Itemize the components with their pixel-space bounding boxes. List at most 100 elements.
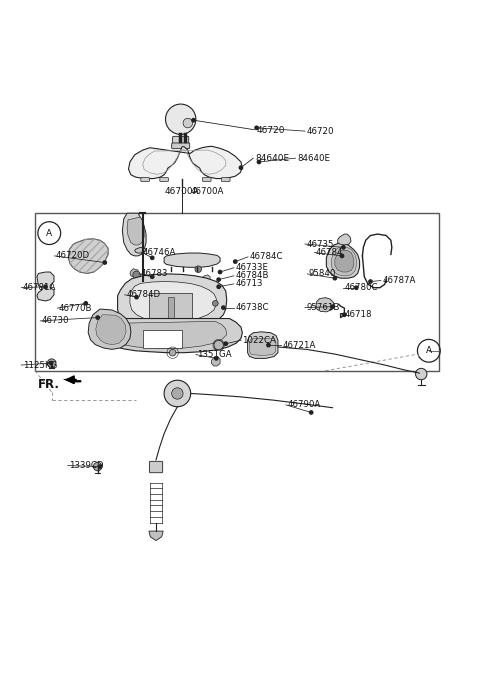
Text: 46738C: 46738C (235, 303, 269, 312)
Text: 46713: 46713 (235, 279, 263, 288)
Text: 46770B: 46770B (59, 304, 92, 313)
Text: 46790A: 46790A (288, 400, 321, 409)
Circle shape (133, 271, 140, 279)
Text: 46746A: 46746A (143, 248, 176, 256)
Text: 1022CA: 1022CA (242, 336, 276, 345)
Circle shape (218, 269, 222, 275)
Circle shape (150, 275, 155, 279)
Circle shape (254, 126, 259, 130)
Circle shape (416, 369, 427, 380)
Circle shape (233, 259, 238, 264)
FancyBboxPatch shape (35, 213, 439, 371)
Circle shape (191, 118, 196, 123)
Circle shape (216, 277, 221, 282)
Circle shape (172, 388, 183, 399)
Text: 46781A: 46781A (23, 284, 56, 292)
Circle shape (257, 159, 261, 164)
Text: A: A (46, 229, 52, 238)
Text: 46700A: 46700A (165, 187, 200, 196)
Circle shape (43, 284, 48, 289)
FancyBboxPatch shape (203, 178, 211, 182)
Polygon shape (130, 281, 216, 322)
Circle shape (309, 410, 313, 415)
Circle shape (195, 266, 202, 273)
Text: 46700A: 46700A (190, 187, 224, 196)
Circle shape (48, 359, 56, 367)
Circle shape (49, 360, 54, 365)
Polygon shape (248, 332, 278, 358)
Polygon shape (102, 319, 242, 352)
Circle shape (97, 464, 102, 469)
Text: 1125KG: 1125KG (23, 360, 57, 369)
Circle shape (239, 165, 243, 170)
Polygon shape (63, 378, 81, 384)
Circle shape (216, 342, 222, 348)
Polygon shape (202, 275, 210, 282)
FancyBboxPatch shape (149, 294, 192, 319)
FancyBboxPatch shape (221, 178, 230, 182)
Text: 46784: 46784 (316, 248, 343, 257)
Text: 46718: 46718 (344, 310, 372, 319)
Text: 95761B: 95761B (306, 303, 340, 312)
Text: 46721A: 46721A (283, 341, 316, 350)
Circle shape (216, 284, 221, 289)
Polygon shape (338, 234, 351, 245)
Circle shape (266, 343, 271, 348)
FancyBboxPatch shape (172, 143, 190, 148)
Text: 46783: 46783 (140, 269, 168, 278)
Circle shape (166, 104, 196, 134)
Polygon shape (122, 213, 146, 256)
FancyBboxPatch shape (141, 178, 149, 182)
Text: 46720: 46720 (306, 127, 334, 136)
Circle shape (183, 118, 192, 128)
Text: 46784B: 46784B (235, 271, 269, 280)
Circle shape (341, 245, 346, 250)
Text: 46720: 46720 (257, 126, 285, 135)
Circle shape (221, 305, 226, 310)
Text: 84640E: 84640E (297, 154, 330, 163)
Text: A: A (426, 346, 432, 355)
Polygon shape (326, 242, 360, 278)
Polygon shape (37, 272, 54, 301)
Circle shape (94, 462, 102, 471)
FancyBboxPatch shape (143, 330, 181, 348)
Circle shape (169, 350, 176, 356)
FancyBboxPatch shape (173, 136, 189, 144)
Text: 46735: 46735 (306, 240, 334, 248)
Circle shape (330, 304, 335, 309)
Polygon shape (149, 531, 163, 541)
Circle shape (84, 301, 88, 306)
Circle shape (340, 254, 344, 259)
Text: 46784D: 46784D (126, 290, 160, 299)
Text: 46730: 46730 (42, 317, 69, 325)
Circle shape (134, 295, 139, 300)
Circle shape (214, 356, 219, 360)
Text: 46784C: 46784C (250, 252, 283, 261)
Text: 46787A: 46787A (383, 276, 416, 285)
FancyBboxPatch shape (168, 297, 174, 321)
Circle shape (354, 286, 359, 290)
Polygon shape (118, 274, 227, 331)
Text: FR.: FR. (38, 379, 60, 391)
Circle shape (150, 255, 155, 260)
Polygon shape (68, 239, 108, 273)
Text: 95840: 95840 (309, 269, 336, 278)
Polygon shape (335, 250, 354, 272)
Circle shape (368, 279, 373, 284)
Circle shape (223, 342, 228, 346)
Text: 46720D: 46720D (56, 251, 90, 261)
Polygon shape (96, 315, 126, 345)
Circle shape (333, 276, 337, 281)
Text: 1339CD: 1339CD (69, 461, 104, 470)
Text: 46780C: 46780C (344, 284, 378, 292)
Text: 84640E: 84640E (256, 154, 290, 163)
Polygon shape (316, 298, 334, 312)
Circle shape (213, 300, 218, 306)
Polygon shape (332, 246, 356, 276)
Polygon shape (212, 356, 220, 366)
Polygon shape (164, 253, 220, 267)
Text: 1351GA: 1351GA (197, 350, 232, 359)
Text: 46733E: 46733E (235, 263, 268, 272)
Polygon shape (250, 338, 276, 356)
Polygon shape (88, 309, 131, 350)
